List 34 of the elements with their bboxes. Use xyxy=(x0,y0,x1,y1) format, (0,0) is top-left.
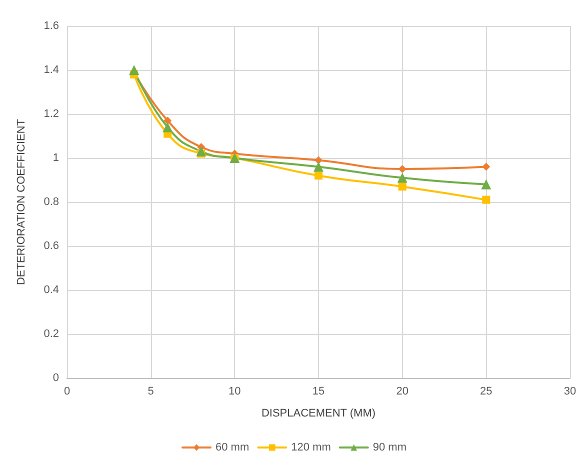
y-tick-label: 0.4 xyxy=(44,284,59,296)
point xyxy=(129,65,140,75)
point xyxy=(162,122,173,132)
x-tick-label: 10 xyxy=(228,386,241,398)
point xyxy=(482,196,490,204)
y-tick-label: 0.2 xyxy=(44,328,59,340)
point xyxy=(481,179,492,190)
y-tick-label: 1.2 xyxy=(44,108,59,120)
y-tick-label: 1.6 xyxy=(44,20,59,32)
point xyxy=(397,172,408,183)
y-tick-label: 0.8 xyxy=(44,196,59,208)
y-axis-title: DETERIORATION COEFFICIENT xyxy=(16,118,28,286)
point xyxy=(314,156,322,164)
point xyxy=(482,162,490,171)
y-tick-label: 0.6 xyxy=(44,240,59,252)
x-tick-label: 15 xyxy=(312,386,325,398)
x-tick-label: 5 xyxy=(148,386,154,398)
x-tick-label: 20 xyxy=(396,386,408,398)
x-tick-label: 30 xyxy=(564,386,576,398)
x-tick-label: 0 xyxy=(64,386,70,398)
point xyxy=(314,162,324,172)
legend-label: 60 mm xyxy=(216,442,250,454)
legend-label: 90 mm xyxy=(372,442,406,454)
y-tick-label: 0 xyxy=(52,372,59,384)
point xyxy=(398,165,406,173)
x-tick-label: 25 xyxy=(480,386,492,398)
y-tick-label: 1.4 xyxy=(44,64,59,76)
point xyxy=(398,182,406,191)
point xyxy=(164,116,172,125)
legend-label: 120 mm xyxy=(291,442,331,454)
point xyxy=(314,172,322,180)
y-tick-label: 1 xyxy=(52,152,59,164)
point xyxy=(196,146,206,156)
x-axis-title: DISPLACEMENT (MM) xyxy=(261,408,376,420)
